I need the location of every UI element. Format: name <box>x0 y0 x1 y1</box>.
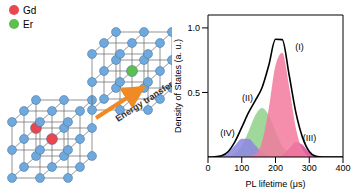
svg-text:(I): (I) <box>295 42 304 52</box>
svg-text:PL lifetime (μs): PL lifetime (μs) <box>246 179 306 189</box>
svg-text:1.0: 1.0 <box>187 23 200 33</box>
svg-text:(IV): (IV) <box>220 128 235 138</box>
svg-text:Er: Er <box>23 19 34 30</box>
svg-text:(III): (III) <box>303 133 317 143</box>
svg-text:400: 400 <box>335 163 344 173</box>
svg-text:0: 0 <box>205 163 210 173</box>
svg-text:(II): (II) <box>242 93 253 103</box>
svg-text:0.5: 0.5 <box>187 88 200 98</box>
svg-text:Gd: Gd <box>23 5 36 16</box>
svg-text:300: 300 <box>302 163 317 173</box>
svg-text:Energy transfer: Energy transfer <box>114 79 172 124</box>
svg-text:Density of States (a. u.): Density of States (a. u.) <box>173 39 183 133</box>
svg-text:100: 100 <box>234 163 249 173</box>
svg-text:200: 200 <box>268 163 283 173</box>
